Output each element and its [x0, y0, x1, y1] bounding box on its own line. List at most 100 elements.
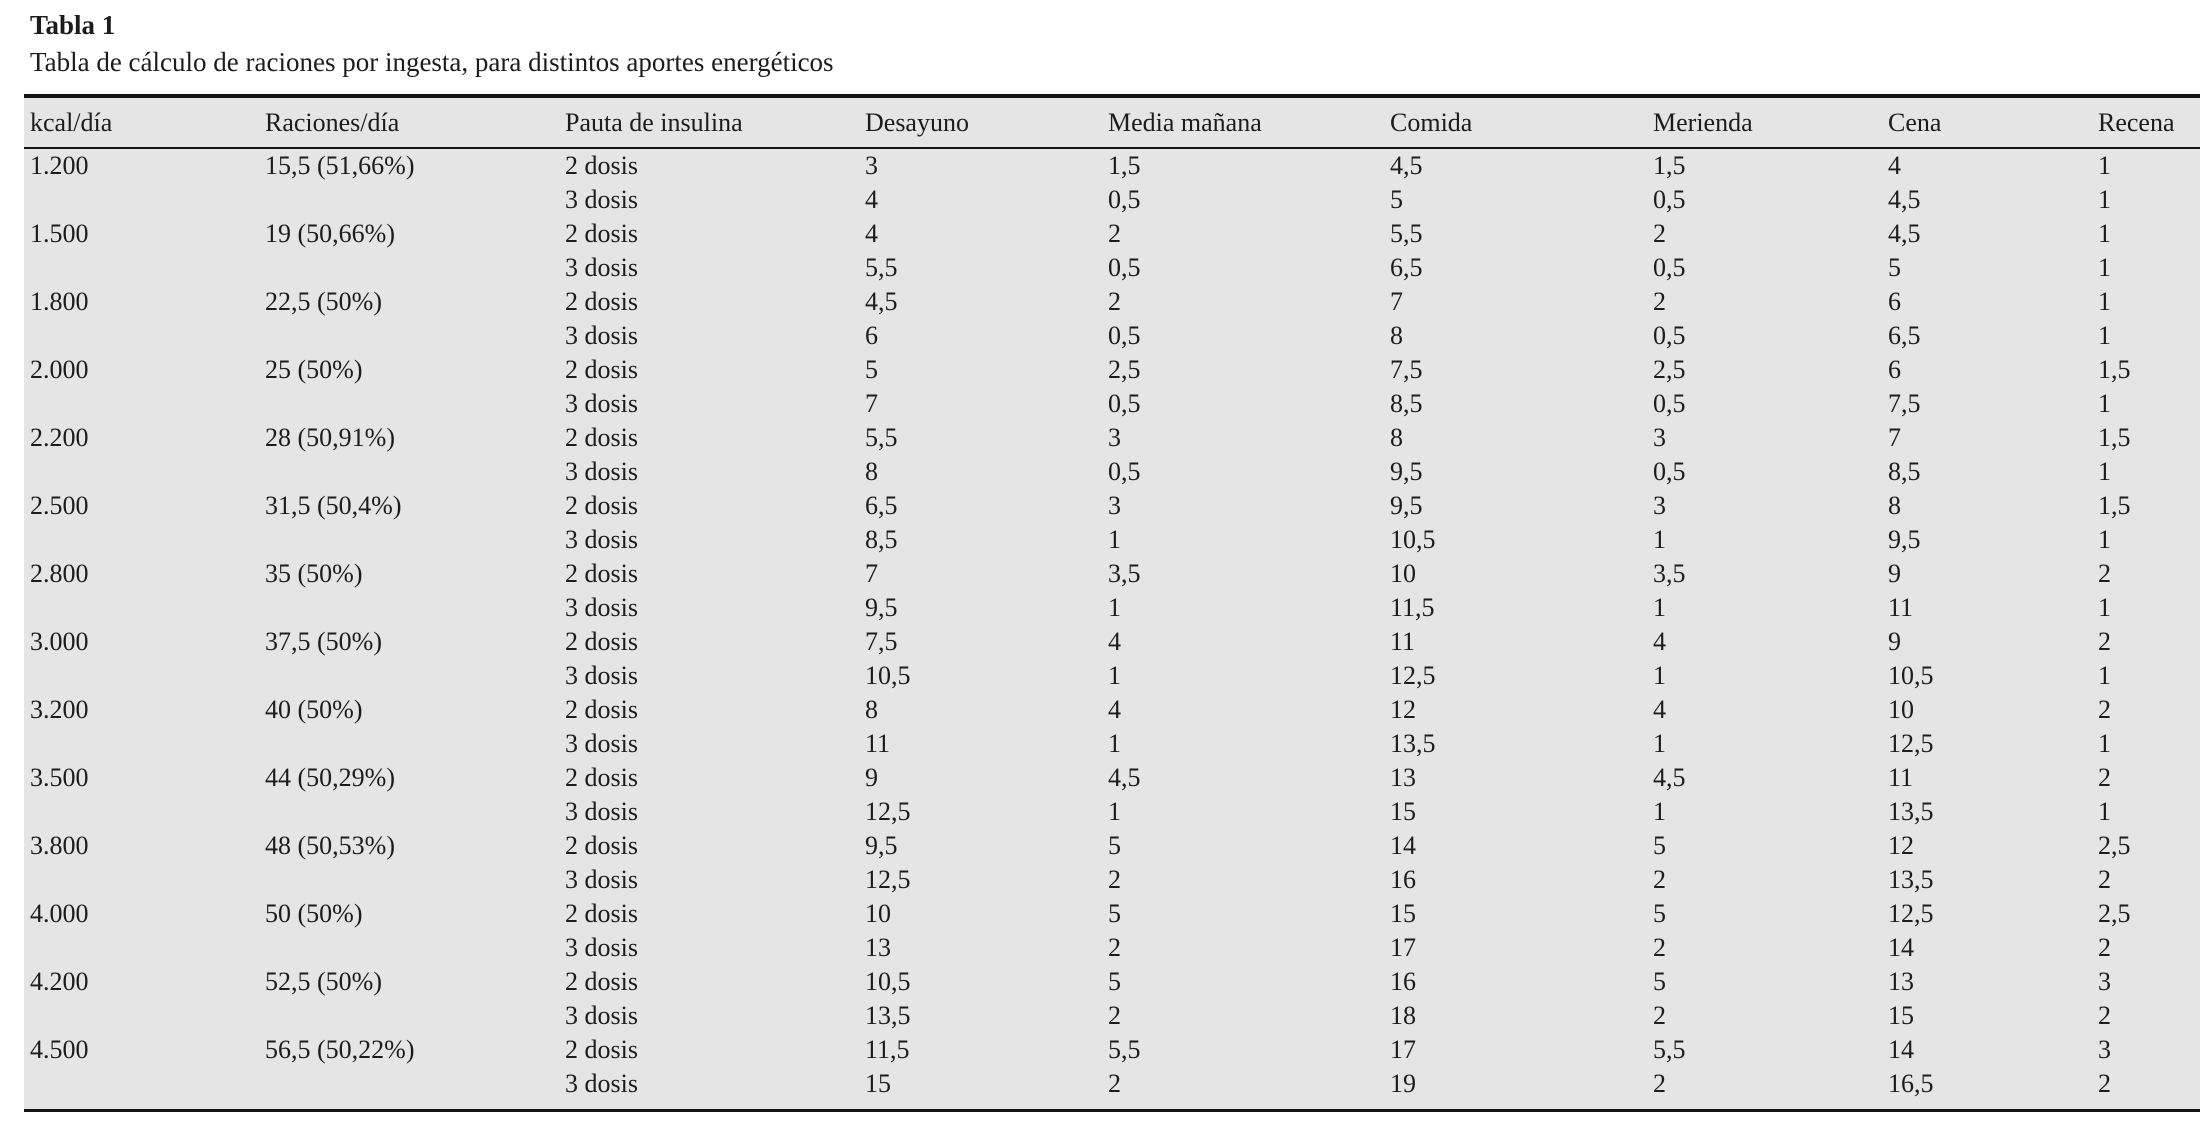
- table-cell: 1: [2098, 185, 2111, 215]
- table-cell: 2: [1108, 1001, 1121, 1031]
- table-cell: 5: [1108, 831, 1121, 861]
- table-cell: [265, 387, 565, 421]
- table-cell: [265, 319, 565, 353]
- table-cell: 12: [1390, 695, 1416, 725]
- table-cell: 13,5: [1888, 865, 1934, 895]
- table-cell: 17: [1390, 1035, 1416, 1065]
- table-cell: [265, 455, 565, 489]
- table-cell: 2: [2098, 1069, 2111, 1099]
- table-cell: 1: [2098, 389, 2111, 419]
- table-cell: 5: [1108, 899, 1121, 929]
- table-cell: 2 dosis: [565, 287, 638, 317]
- table-cell: 22,5 (50%): [265, 287, 382, 317]
- table-cell: 16,5: [1888, 1069, 1934, 1099]
- table-cell: [24, 727, 265, 761]
- table-cell: 19: [1390, 1069, 1416, 1099]
- table-cell: 3 dosis: [565, 525, 638, 555]
- table-cell: [265, 183, 565, 217]
- table-cell: 7: [1888, 423, 1901, 453]
- table-cell: 7,5: [1390, 355, 1423, 385]
- table-cell: [265, 999, 565, 1033]
- table-row: 3 dosis 9,5 1 11,5 1 11 1: [24, 591, 2200, 625]
- table-cell: 0,5: [1108, 253, 1141, 283]
- table-cell: 11: [865, 729, 891, 759]
- table-cell: 3.500: [30, 763, 89, 793]
- table-row: 1.500 19 (50,66%) 2 dosis 4 2 5,5 2 4,5 1: [24, 217, 2200, 251]
- table-cell: 5: [1390, 185, 1403, 215]
- table-cell: 6,5: [1390, 253, 1423, 283]
- table-cell: 37,5 (50%): [265, 627, 382, 657]
- table-cell: 14: [1390, 831, 1416, 861]
- table-cell: 12,5: [1888, 899, 1934, 929]
- table-cell: 0,5: [1653, 321, 1686, 351]
- table-cell: 8,5: [1888, 457, 1921, 487]
- table-row: 3 dosis 13 2 17 2 14 2: [24, 931, 2200, 965]
- table-cell: 4,5: [865, 287, 898, 317]
- table-cell: 7: [1390, 287, 1403, 317]
- table-header: kcal/día Raciones/día Pauta de insulina Des…: [24, 96, 2200, 149]
- table-cell: 9,5: [1888, 525, 1921, 555]
- table-cell: 12,5: [1888, 729, 1934, 759]
- table-cell: 4.200: [30, 967, 89, 997]
- table-cell: 2: [2098, 1001, 2111, 1031]
- table-cell: 2: [1108, 287, 1121, 317]
- table-cell: 0,5: [1653, 457, 1686, 487]
- table-cell: 8: [1888, 491, 1901, 521]
- table-cell: 2: [2098, 559, 2111, 589]
- table-cell: 2: [1108, 1069, 1121, 1099]
- table-cell: 15: [1888, 1001, 1914, 1031]
- column-header-pauta-de-insulina: Pauta de insulina: [565, 107, 743, 137]
- table-cell: 3 dosis: [565, 1001, 638, 1031]
- column-header-kcal-día: kcal/día: [30, 107, 113, 137]
- table-cell: 2 dosis: [565, 831, 638, 861]
- table-cell: 1: [1108, 593, 1121, 623]
- table-cell: 3: [2098, 967, 2111, 997]
- table-cell: 12,5: [865, 797, 911, 827]
- table-cell: 11: [1390, 627, 1416, 657]
- table-cell: 2 dosis: [565, 219, 638, 249]
- table-cell: 1: [2098, 151, 2111, 181]
- table-cell: 52,5 (50%): [265, 967, 382, 997]
- table-row: 3 dosis 13,5 2 18 2 15 2: [24, 999, 2200, 1033]
- table-caption-block: Tabla 1 Tabla de cálculo de raciones por…: [30, 10, 2204, 78]
- table-cell: 1: [2098, 253, 2111, 283]
- table-cell: 2 dosis: [565, 151, 638, 181]
- table-cell: 15: [1390, 797, 1416, 827]
- table-cell: 5: [1653, 899, 1666, 929]
- table-cell: 3 dosis: [565, 729, 638, 759]
- table-cell: [24, 387, 265, 421]
- table-caption: Tabla de cálculo de raciones por ingesta…: [30, 47, 834, 78]
- table-cell: 1,5: [2098, 355, 2131, 385]
- table-cell: 2,5: [2098, 899, 2131, 929]
- raciones-por-ingesta-table: kcal/día Raciones/día Pauta de insulina Des…: [24, 94, 2200, 1113]
- table-cell: 1: [1653, 661, 1666, 691]
- table-cell: 6: [1888, 355, 1901, 385]
- table-cell: 15: [1390, 899, 1416, 929]
- table-cell: 8,5: [1390, 389, 1423, 419]
- table-cell: 4: [1653, 695, 1666, 725]
- table-cell: 2.000: [30, 355, 89, 385]
- table-cell: 2: [1108, 219, 1121, 249]
- table-cell: 13,5: [865, 1001, 911, 1031]
- table-cell: 48 (50,53%): [265, 831, 395, 861]
- table-cell: 9,5: [865, 831, 898, 861]
- table-body: 1.200 15,5 (51,66%) 2 dosis 3 1,5 4,5 1,5 4 1 3 d…: [24, 148, 2200, 1111]
- table-row: 4.000 50 (50%) 2 dosis 10 5 15 5 12,5 2,5: [24, 897, 2200, 931]
- table-cell: 4,5: [1888, 185, 1921, 215]
- table-row: 3 dosis 7 0,5 8,5 0,5 7,5 1: [24, 387, 2200, 421]
- table-cell: 1: [1108, 525, 1121, 555]
- table-cell: 14: [1888, 933, 1914, 963]
- table-cell: [24, 591, 265, 625]
- table-cell: 2 dosis: [565, 355, 638, 385]
- table-cell: 0,5: [1653, 253, 1686, 283]
- table-cell: 14: [1888, 1035, 1914, 1065]
- table-cell: 2: [2098, 763, 2111, 793]
- table-cell: 4,5: [1653, 763, 1686, 793]
- table-cell: 5,5: [865, 253, 898, 283]
- table-cell: 5: [1888, 253, 1901, 283]
- table-cell: [265, 727, 565, 761]
- table-cell: 2,5: [1108, 355, 1141, 385]
- table-cell: 1: [2098, 287, 2111, 317]
- table-cell: [265, 1067, 565, 1111]
- table-cell: 2: [1653, 287, 1666, 317]
